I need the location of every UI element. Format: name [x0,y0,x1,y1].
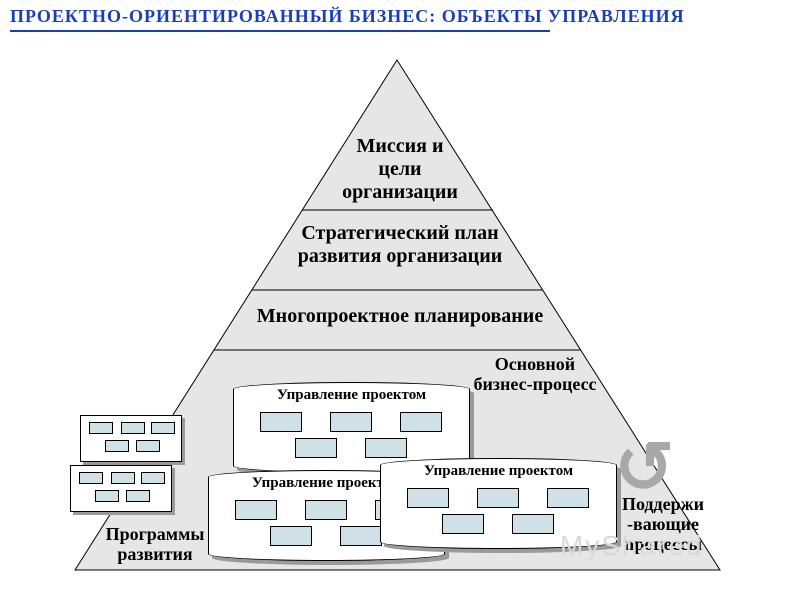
pc2-b5 [126,490,150,502]
main-process-label: Основной бизнес-процесс [455,355,615,395]
main-process-l1: Основной [495,354,575,374]
bt-b4 [295,438,337,458]
pc2-b3 [141,472,165,484]
diagram-root: { "page": { "width": 800, "height": 600,… [0,0,800,600]
pc2-b4 [95,490,119,502]
program-card-2 [70,465,172,512]
programs-label: Программы развития [95,525,215,565]
balloon-pm-right-caption: Управление проектом [424,463,573,480]
balloon-pm-left-caption: Управление проектом [252,475,401,492]
level-1-l1: Миссия и [356,135,443,157]
level-2-text: Стратегический план развития организации [265,222,535,268]
support-l1: Поддержи [622,494,704,514]
pc1-b1 [89,422,113,434]
bl-b2 [305,500,347,520]
program-card-1 [80,415,182,462]
br-b1 [407,488,449,508]
br-b2 [477,488,519,508]
bt-b3 [400,412,442,432]
br-b5 [512,514,554,534]
level-2-l1: Стратегический план [301,222,498,244]
br-b3 [547,488,589,508]
level-3-text: Многопроектное планирование [230,305,570,328]
watermark: MyShared [560,530,704,562]
bl-b1 [235,500,277,520]
pc2-b1 [79,472,103,484]
level-1-l3: организации [342,181,458,203]
programs-l1: Программы [106,524,205,544]
level-3-l1: Многопроектное планирование [257,305,543,327]
level-2-l2: развития организации [298,245,503,267]
programs-l2: развития [117,544,192,564]
pc1-b5 [136,440,160,452]
br-b4 [442,514,484,534]
pc1-b2 [121,422,145,434]
bl-b5 [340,526,382,546]
main-process-l2: бизнес-процесс [473,374,596,394]
bt-b1 [260,412,302,432]
bt-b2 [330,412,372,432]
bl-b4 [270,526,312,546]
balloon-pm-top-caption: Управление проектом [277,387,426,404]
pc2-b2 [111,472,135,484]
pc1-b4 [105,440,129,452]
pc1-b3 [151,422,175,434]
level-1-text: Миссия и цели организации [310,135,490,204]
bt-b5 [365,438,407,458]
level-1-l2: цели [378,158,421,180]
